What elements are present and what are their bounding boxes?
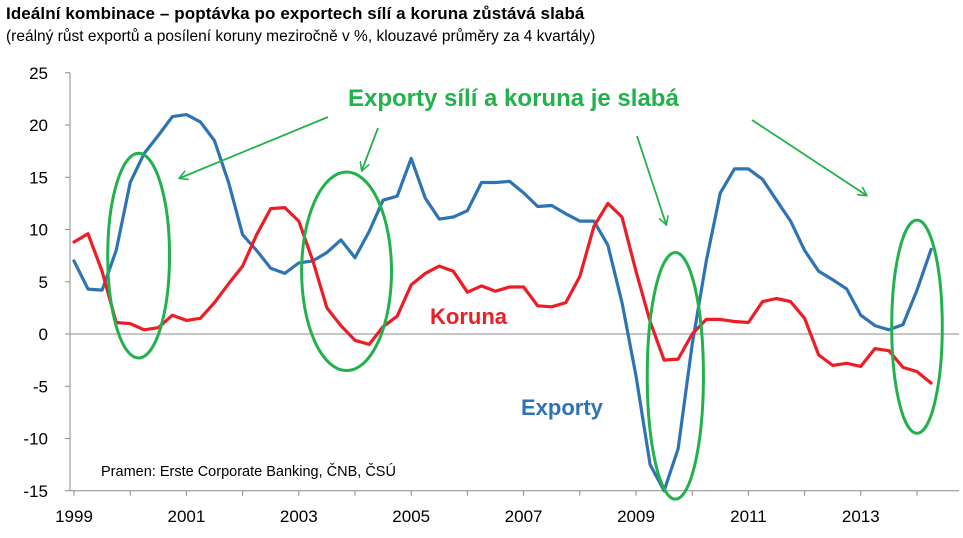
chart-subtitle: (reálný růst exportů a posílení koruny m… xyxy=(6,28,596,45)
y-tick-label: 15 xyxy=(29,168,48,187)
highlight-ellipse xyxy=(300,170,394,373)
highlight-ellipses xyxy=(106,151,944,501)
highlight-ellipse xyxy=(645,250,705,501)
y-tick-label: 20 xyxy=(29,116,48,135)
annotation-arrows xyxy=(180,116,866,224)
highlight-ellipse xyxy=(106,151,172,360)
axes: 25 20 15 10 5 0 -5 -10 -15 1999 2001 2003 2005 2007 20… xyxy=(23,64,960,526)
annotation-arrow xyxy=(751,119,866,195)
x-tick-label: 2013 xyxy=(842,507,880,526)
series-label-koruna: Koruna xyxy=(430,304,508,329)
chart-title: Ideální kombinace – poptávka po exportec… xyxy=(6,4,585,23)
y-tick-label: 5 xyxy=(39,273,48,292)
y-tick-label: 25 xyxy=(29,64,48,83)
y-tick-label: 0 xyxy=(39,325,48,344)
x-tick-label: 2009 xyxy=(617,507,655,526)
annotation-arrow xyxy=(362,127,379,170)
series-layer xyxy=(72,113,933,493)
x-tick-label: 1999 xyxy=(55,507,93,526)
series-line-koruna xyxy=(72,201,933,385)
annotation-arrow xyxy=(180,116,329,178)
series-label-exporty: Exporty xyxy=(521,395,604,420)
x-tick-label: 2007 xyxy=(505,507,543,526)
y-tick-label: -15 xyxy=(23,482,48,501)
y-tick-label: -10 xyxy=(23,430,48,449)
annotation-arrow xyxy=(636,135,666,224)
x-tick-label: 2001 xyxy=(167,507,205,526)
x-tick-label: 2011 xyxy=(730,507,767,526)
x-tick-label: 2005 xyxy=(392,507,430,526)
series-line-exporty xyxy=(72,113,933,493)
x-tick-label: 2003 xyxy=(280,507,318,526)
source-note: Pramen: Erste Corporate Banking, ČNB, ČS… xyxy=(101,463,396,480)
y-tick-label: -5 xyxy=(33,377,48,396)
highlight-ellipse xyxy=(890,218,944,435)
y-tick-label: 10 xyxy=(29,221,48,240)
annotation-text: Exporty sílí a koruna je slabá xyxy=(348,85,679,112)
